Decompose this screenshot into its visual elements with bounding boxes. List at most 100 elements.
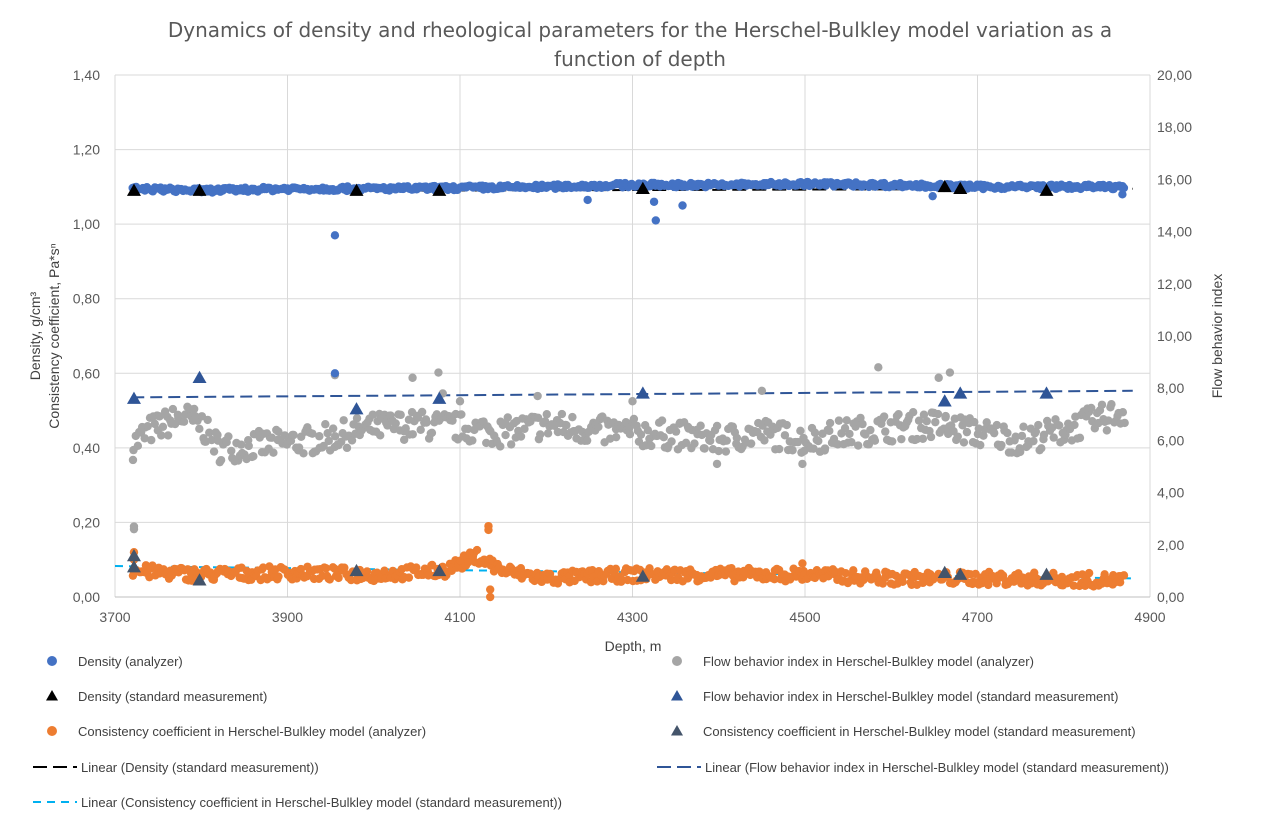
flow-index-analyzer-point [647, 441, 656, 451]
flow-index-analyzer-point [934, 373, 943, 382]
x-tick-label: 4700 [962, 609, 993, 625]
flow-index-analyzer-point [533, 413, 543, 423]
flow-index-standard-point [635, 386, 650, 399]
flow-index-analyzer-point [796, 426, 805, 436]
flow-index-analyzer-point [274, 427, 283, 436]
flow-index-analyzer-point [979, 431, 988, 440]
flow-index-analyzer-point [594, 422, 603, 432]
flow-index-analyzer-point [919, 410, 929, 419]
flow-index-analyzer-point [227, 446, 236, 456]
flow-index-analyzer-point [129, 524, 139, 534]
flow-index-analyzer-point [820, 444, 830, 453]
flow-index-analyzer-point [1118, 408, 1128, 417]
consistency-analyzer-point [1084, 568, 1094, 578]
y-right-axis-title: Flow behavior index [1209, 274, 1225, 399]
flow-index-analyzer-point [714, 446, 723, 456]
flow-index-standard-point [1039, 386, 1054, 399]
legend-item-trend-consistency: Linear (Consistency coefficient in Hersc… [33, 795, 562, 810]
flow-index-analyzer-point [463, 424, 473, 434]
flow-index-analyzer-point [1034, 420, 1043, 430]
x-tick-label: 3700 [99, 609, 130, 625]
flow-index-analyzer-point [396, 410, 405, 420]
density-standard-point [126, 183, 141, 196]
consistency-analyzer-point [464, 558, 473, 567]
legend-label-trend-consistency: Linear (Consistency coefficient in Hersc… [81, 795, 562, 810]
flow-index-analyzer-point [330, 432, 340, 441]
flow-index-analyzer-point [391, 419, 400, 428]
flow-index-analyzer-point [775, 444, 784, 454]
legend-marker-consistency-standard [671, 725, 683, 736]
flow-index-analyzer-point [501, 430, 510, 440]
y-right-tick-label: 12,00 [1157, 276, 1192, 292]
flow-index-analyzer-point [636, 430, 646, 439]
flow-index-analyzer-point [1037, 444, 1046, 453]
flow-index-analyzer-point [503, 413, 512, 422]
consistency-analyzer-point [340, 563, 349, 572]
y-right-tick-label: 16,00 [1157, 171, 1192, 187]
flow-index-analyzer-point [722, 436, 731, 445]
consistency-analyzer-point [404, 573, 414, 582]
flow-index-standard-point [432, 391, 447, 404]
flow-index-analyzer-point [914, 416, 924, 425]
density-standard-point [432, 183, 447, 196]
flow-index-analyzer-point [237, 440, 246, 449]
flow-index-analyzer-point [408, 430, 417, 439]
consistency-analyzer-point [841, 568, 850, 578]
flow-index-analyzer-point [611, 432, 621, 442]
flow-index-analyzer-point [760, 436, 769, 445]
flow-index-analyzer-point [1015, 447, 1025, 457]
flow-index-analyzer-point [667, 437, 676, 446]
flow-index-analyzer-point [1055, 421, 1064, 430]
consistency-analyzer-point [321, 564, 331, 573]
flow-index-analyzer-point [536, 430, 545, 439]
y-right-tick-label: 10,00 [1157, 328, 1192, 344]
flow-index-analyzer-point [974, 424, 984, 433]
flow-index-analyzer-point [294, 443, 304, 452]
y-right-tick-label: 6,00 [1157, 432, 1184, 448]
flow-index-standard-point [349, 402, 364, 415]
flow-index-analyzer-point [798, 459, 807, 469]
legend-label-consistency-standard: Consistency coefficient in Herschel-Bulk… [703, 724, 1136, 739]
flow-index-analyzer-point [416, 425, 425, 434]
flow-index-analyzer-point [657, 416, 667, 425]
flow-index-analyzer-point [133, 441, 143, 451]
flow-index-analyzer-point [931, 417, 940, 427]
flow-index-analyzer-point [150, 419, 160, 429]
flow-index-analyzer-point [448, 416, 457, 425]
flow-index-analyzer-point [1011, 432, 1020, 441]
consistency-analyzer-point [274, 572, 283, 581]
flow-index-analyzer-point [643, 426, 653, 435]
flow-index-analyzer-point [732, 433, 742, 443]
consistency-standard-point [126, 548, 141, 562]
flow-index-analyzer-point [671, 427, 681, 436]
flow-index-analyzer-point [224, 432, 233, 441]
flow-index-analyzer-point [845, 429, 854, 439]
flow-index-analyzer-point [324, 436, 333, 446]
flow-index-analyzer-point [207, 435, 216, 445]
flow-index-analyzer-point [1019, 422, 1028, 431]
flow-index-analyzer-point [825, 418, 835, 428]
y-left-tick-label: 0,20 [73, 514, 100, 530]
flow-index-analyzer-point [879, 412, 889, 421]
flow-index-analyzer-point [746, 439, 756, 448]
flow-index-analyzer-point [628, 397, 637, 406]
flow-index-analyzer-point [908, 407, 918, 417]
density-standard-point [937, 179, 952, 193]
flow-index-analyzer-point [814, 436, 823, 446]
flow-index-analyzer-point [782, 420, 791, 430]
flow-index-analyzer-point [582, 436, 592, 445]
flow-index-analyzer-point [189, 404, 199, 414]
legend-marker-flow-standard [671, 690, 683, 701]
flow-index-analyzer-point [854, 441, 863, 450]
consistency-standard-point [635, 569, 650, 582]
flow-index-analyzer-point [1003, 428, 1012, 438]
flow-index-analyzer-point [833, 440, 842, 449]
flow-index-analyzer-point [339, 416, 348, 425]
flow-index-analyzer-point [992, 420, 1002, 430]
flow-index-analyzer-point [249, 452, 258, 461]
flow-index-analyzer-point [721, 447, 731, 456]
y-left-tick-label: 0,00 [73, 589, 100, 605]
flow-index-analyzer-point [840, 423, 850, 433]
flow-index-analyzer-point [179, 417, 189, 426]
y-left-axis-title-line-1: Density, g/cm³ [27, 291, 43, 380]
